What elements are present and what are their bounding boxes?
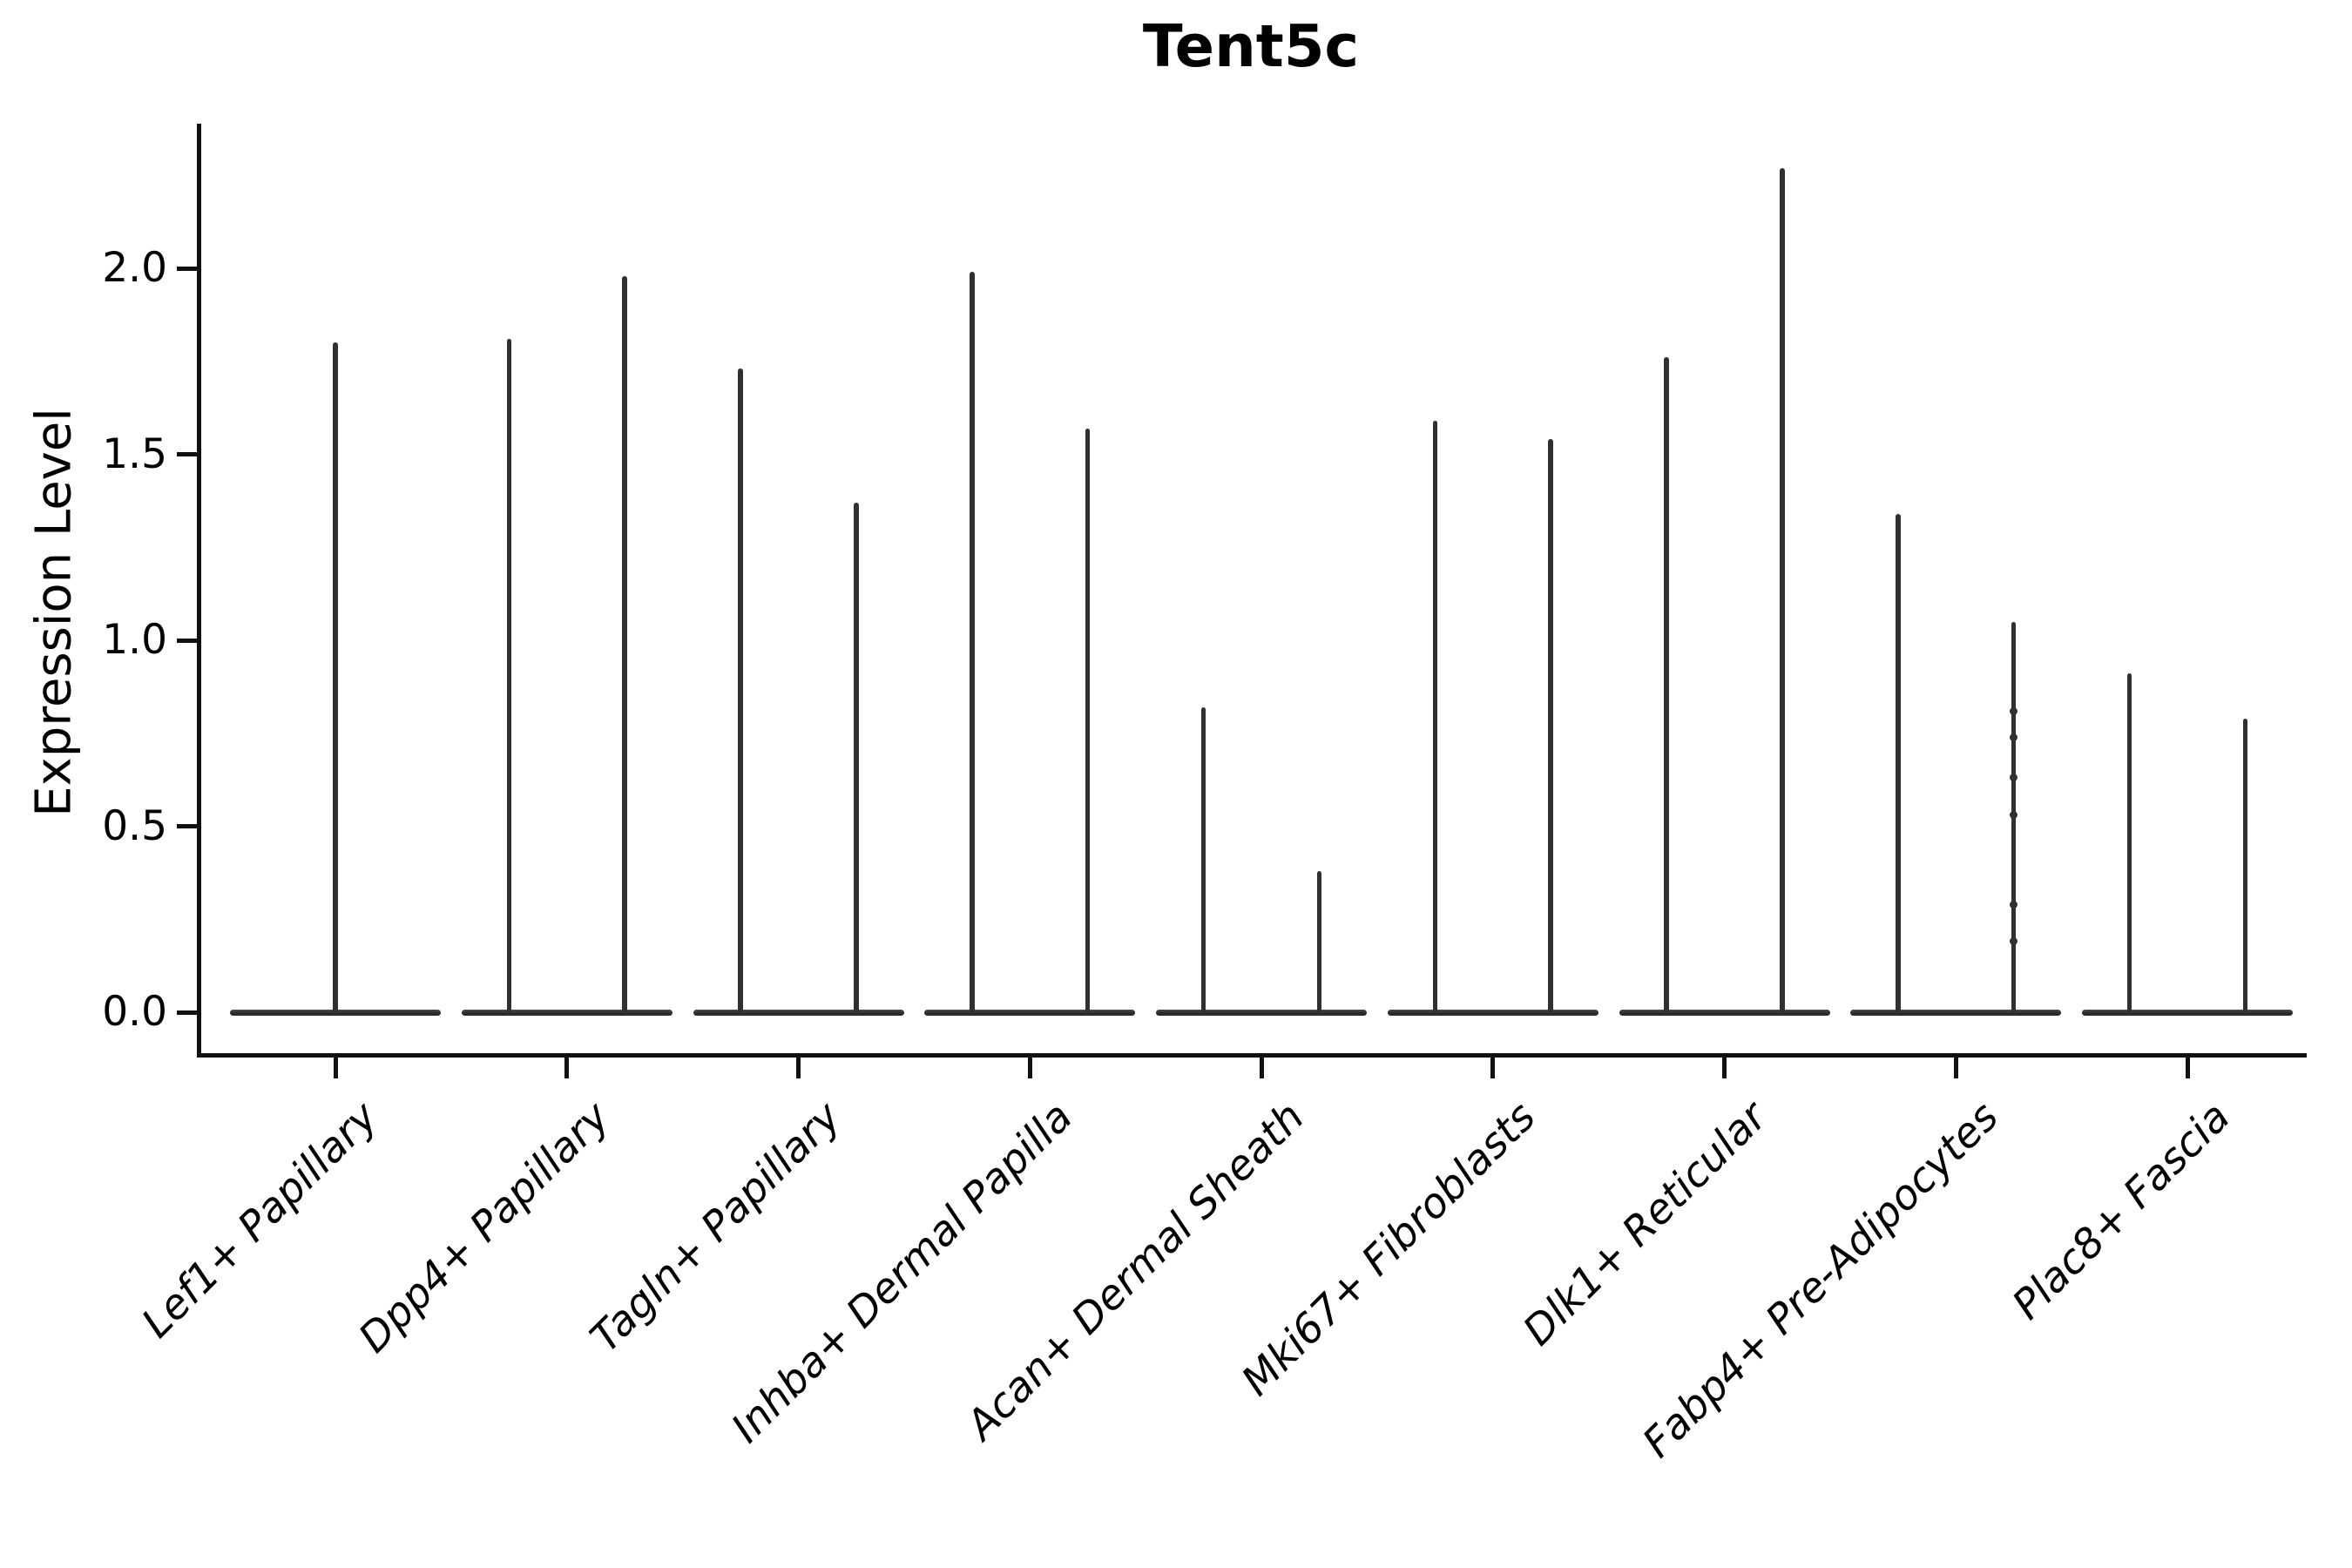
y-tick <box>177 824 197 828</box>
y-axis-spine <box>197 124 201 1058</box>
violin-bump <box>2010 733 2018 741</box>
x-tick <box>1722 1058 1727 1078</box>
x-tick-label: Tagln+ Papillary <box>581 1092 850 1362</box>
violin-bump <box>2010 774 2018 782</box>
x-tick-label: Plac8+ Fascia <box>2003 1092 2240 1329</box>
violin-base <box>1850 1009 2062 1016</box>
violin-spike <box>2242 718 2248 1014</box>
violin-spike <box>970 272 975 1014</box>
x-tick <box>796 1058 801 1078</box>
violin-base <box>2082 1009 2293 1016</box>
violin-spike <box>506 339 512 1014</box>
violin-spike <box>1896 513 1901 1014</box>
violin-base <box>1619 1009 1830 1016</box>
y-tick-label: 2.0 <box>102 244 167 292</box>
violin-base <box>693 1009 904 1016</box>
violin-spike <box>622 275 627 1014</box>
y-tick-label: 0.0 <box>102 988 167 1036</box>
y-tick-label: 0.5 <box>102 801 167 850</box>
x-tick <box>1259 1058 1264 1078</box>
violin-base <box>1156 1009 1367 1016</box>
violin-spike <box>1316 870 1322 1014</box>
violin-spike <box>738 368 743 1014</box>
y-tick <box>177 266 197 271</box>
y-tick <box>177 638 197 643</box>
x-tick <box>2185 1058 2190 1078</box>
x-tick <box>1953 1058 1958 1078</box>
x-tick <box>1490 1058 1496 1078</box>
y-tick <box>177 1010 197 1015</box>
y-tick-label: 1.5 <box>102 429 167 478</box>
chart-title: Tent5c <box>1142 12 1360 80</box>
x-tick <box>564 1058 570 1078</box>
violin-base <box>1387 1009 1598 1016</box>
violin-spike <box>1548 439 1553 1014</box>
x-tick-label: Dlk1+ Reticular <box>1514 1092 1776 1355</box>
y-tick <box>177 452 197 456</box>
x-axis-spine <box>197 1053 2307 1058</box>
violin-spike <box>2126 673 2132 1014</box>
x-tick-label: Dpp4+ Papillary <box>349 1092 619 1362</box>
violin-spike <box>1085 428 1091 1014</box>
x-tick-label: Lef1+ Papillary <box>132 1092 388 1348</box>
violin-spike <box>1664 357 1669 1014</box>
x-tick <box>1027 1058 1032 1078</box>
violin-bump <box>2010 811 2018 820</box>
violin-spike <box>854 503 859 1014</box>
violin-spike <box>333 342 338 1014</box>
violin-spike <box>1432 421 1438 1014</box>
violin-base <box>924 1009 1136 1016</box>
y-tick-label: 1.0 <box>102 616 167 664</box>
violin-spike <box>1200 706 1206 1014</box>
violin-spike <box>1780 167 1785 1014</box>
violin-bump <box>2010 900 2018 909</box>
violin-base <box>461 1009 672 1016</box>
violin-bump <box>2010 937 2018 946</box>
violin-bump <box>2010 706 2018 715</box>
x-tick <box>333 1058 338 1078</box>
